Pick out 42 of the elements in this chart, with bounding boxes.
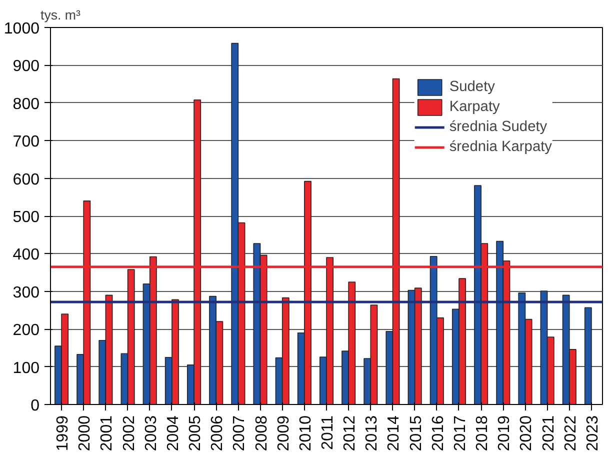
x-tick-label: 2006 [209, 415, 226, 452]
y-tick-label: 400 [12, 246, 40, 264]
x-tick-label: 2000 [76, 415, 94, 452]
x-tick-label: 2009 [275, 415, 292, 452]
legend-label: Sudety [449, 79, 495, 95]
x-tick-label: 2003 [142, 415, 160, 452]
y-tick-label: 700 [12, 134, 40, 151]
y-axis-title: tys. m³ [40, 8, 82, 22]
legend-label: średnia Sudety [449, 119, 548, 135]
x-tick-label: 1999 [54, 415, 72, 452]
y-tick-label: 600 [12, 171, 40, 188]
x-tick-label: 2008 [253, 415, 270, 452]
x-tick-label: 2018 [474, 415, 492, 452]
y-tick-label: 300 [12, 284, 40, 302]
y-tick-label: 800 [12, 96, 40, 113]
legend-label: Karpaty [449, 99, 500, 115]
x-tick-label: 2007 [231, 415, 248, 452]
x-tick-label: 2016 [430, 415, 447, 452]
bar [584, 307, 592, 404]
y-tick-label: 500 [12, 209, 40, 226]
x-tick-label: 2017 [452, 415, 469, 452]
x-tick-label: 2010 [297, 415, 314, 452]
x-tick-label: 2015 [408, 415, 425, 452]
x-tick-label: 2004 [164, 415, 182, 452]
y-tick-label: 100 [12, 360, 40, 377]
x-tick-label: 2023 [584, 415, 602, 452]
y-tick-label: 1000 [4, 20, 40, 38]
x-tick-label: 2005 [187, 415, 204, 452]
x-tick-label: 2002 [120, 415, 138, 452]
x-tick-label: 2020 [518, 415, 536, 452]
y-tick-label: 200 [12, 322, 40, 340]
x-tick-label: 2014 [386, 415, 403, 452]
x-tick-label: 2012 [342, 415, 359, 452]
x-tick-label: 2019 [496, 415, 514, 452]
legend-label: średnia Karpaty [449, 139, 552, 155]
y-tick-label: 0 [30, 398, 40, 414]
x-tick-label: 2001 [98, 415, 116, 452]
x-tick-label: 2011 [320, 415, 336, 450]
x-tick-label: 2022 [562, 415, 580, 452]
x-tick-label: 2021 [540, 415, 558, 452]
y-tick-label: 900 [12, 58, 40, 76]
x-tick-label: 2013 [364, 415, 381, 452]
